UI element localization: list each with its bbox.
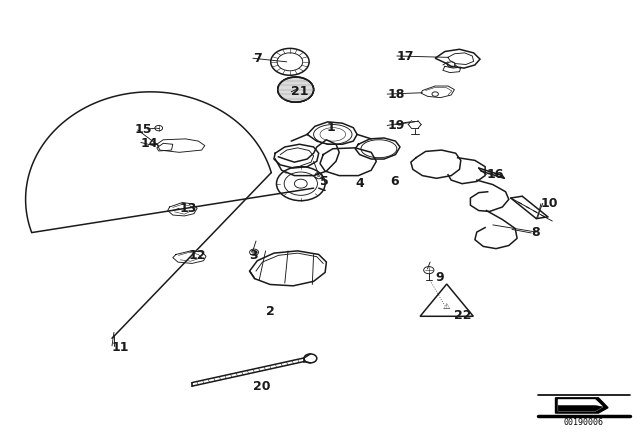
Text: 2: 2	[266, 305, 275, 318]
Text: 14: 14	[141, 137, 158, 150]
Text: 21: 21	[291, 85, 308, 99]
Text: 5: 5	[320, 175, 329, 188]
Text: 20: 20	[253, 379, 270, 393]
Text: 9: 9	[435, 271, 444, 284]
Text: 18: 18	[387, 87, 404, 101]
Text: 15: 15	[134, 123, 152, 137]
Text: 1: 1	[326, 121, 335, 134]
Text: 8: 8	[531, 226, 540, 240]
Polygon shape	[420, 284, 474, 316]
Polygon shape	[556, 398, 608, 413]
Text: 22: 22	[454, 309, 472, 323]
Text: 11: 11	[112, 340, 129, 354]
Text: 3: 3	[250, 249, 258, 262]
Text: 12: 12	[189, 249, 206, 262]
Polygon shape	[558, 405, 603, 411]
Polygon shape	[435, 49, 480, 68]
Text: 17: 17	[397, 49, 414, 63]
Text: 7: 7	[253, 52, 262, 65]
Polygon shape	[421, 86, 454, 98]
Text: 4: 4	[355, 177, 364, 190]
Circle shape	[278, 77, 314, 102]
Text: 00190006: 00190006	[564, 418, 604, 426]
Text: ⚠: ⚠	[443, 302, 451, 311]
Text: 19: 19	[387, 119, 404, 132]
Text: 13: 13	[179, 202, 196, 215]
Text: 6: 6	[390, 175, 399, 188]
Polygon shape	[558, 400, 603, 411]
Polygon shape	[157, 143, 173, 151]
Text: 10: 10	[541, 197, 558, 211]
Text: 16: 16	[486, 168, 504, 181]
Circle shape	[304, 354, 317, 363]
Polygon shape	[250, 251, 326, 286]
